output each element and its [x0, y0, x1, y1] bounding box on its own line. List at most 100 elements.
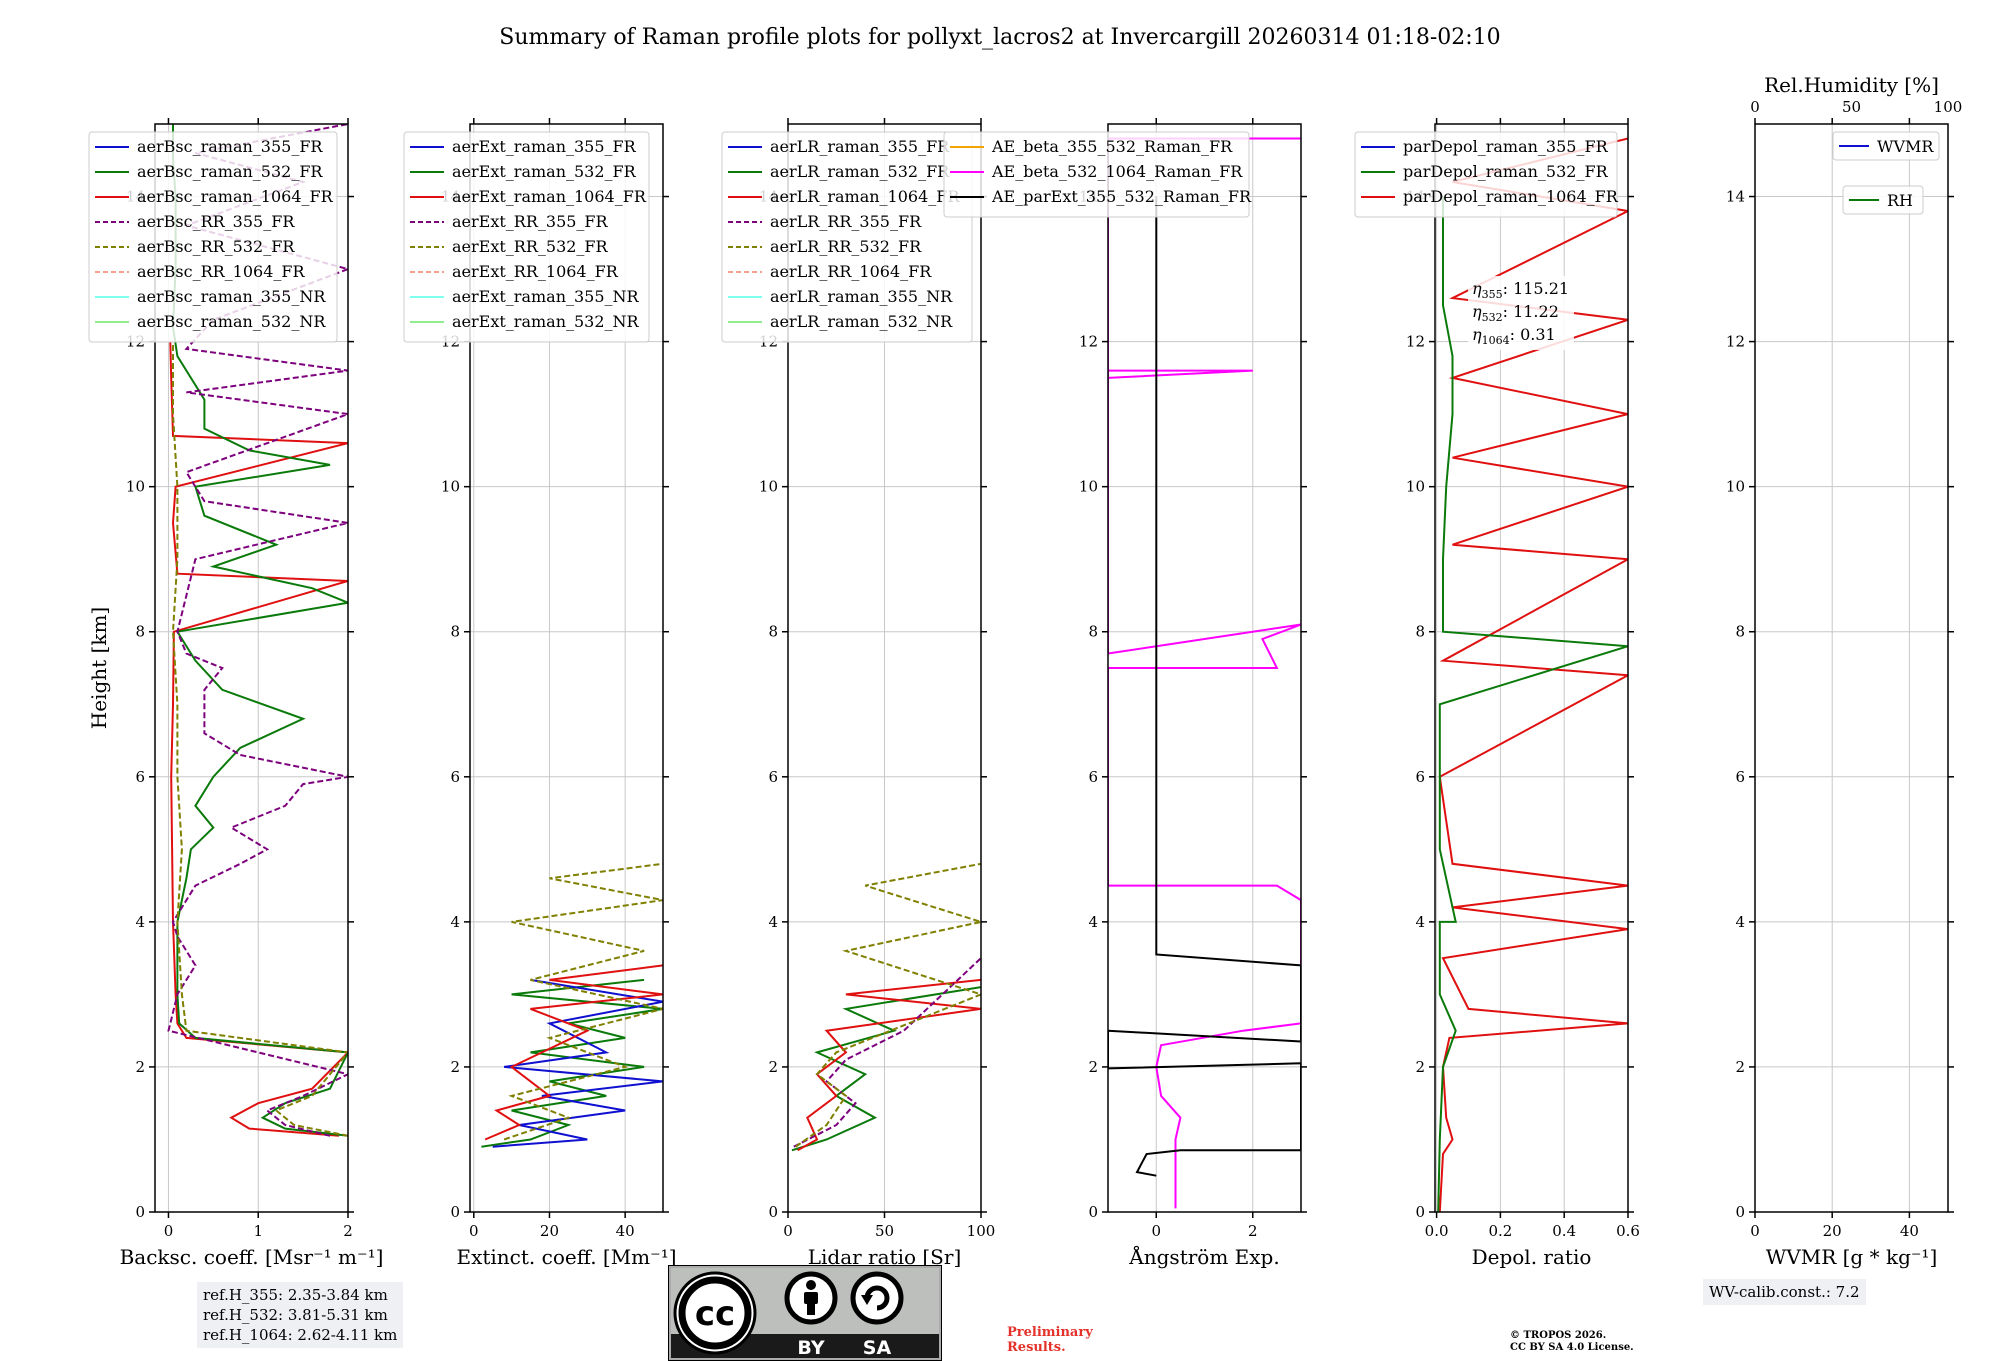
y-tick-label: 4: [450, 913, 460, 931]
panel-extinction: 0204002468101214Extinct. coeff. [Mm⁻¹]ae…: [403, 118, 677, 1269]
eta-value: : 11.22: [1503, 302, 1559, 321]
x-tick-label: 0: [164, 1222, 174, 1240]
y-tick-label: 6: [135, 768, 145, 786]
legend-label: aerLR_RR_532_FR: [770, 237, 922, 256]
y-tick-label: 4: [1735, 913, 1745, 931]
y-tick-label: 0: [1415, 1203, 1425, 1221]
legend-box: [1842, 185, 1924, 215]
y-tick-label: 2: [1088, 1058, 1098, 1076]
y-tick-label: 2: [1415, 1058, 1425, 1076]
legend-box: [1354, 131, 1618, 218]
x-tick-label: 20: [540, 1222, 559, 1240]
legend-label: aerLR_RR_1064_FR: [770, 262, 932, 281]
legend: aerExt_raman_355_FR aerExt_raman_532_FRae…: [403, 131, 650, 343]
x-tick-label: 0: [783, 1222, 793, 1240]
series-line-aerBsc_RR_532_FR: [171, 341, 348, 1137]
x-tick-label: 100: [967, 1222, 996, 1240]
legend-label: aerLR_raman_1064_FR: [770, 187, 960, 206]
series-line-aerLR_RR_355_FR: [793, 957, 981, 1148]
y-tick-label: 12: [1079, 333, 1098, 351]
eta-subscript: 532: [1482, 311, 1503, 324]
y-tick-label: 0: [768, 1203, 778, 1221]
x-axis-label: Backsc. coeff. [Msr⁻¹ m⁻¹]: [120, 1245, 384, 1269]
legend: parDepol_raman_355_FR parDepol_raman_532_…: [1354, 131, 1619, 218]
x-tick-label: 2: [343, 1222, 353, 1240]
eta-symbol: η: [1472, 279, 1482, 298]
y-tick-label: 8: [768, 623, 778, 641]
panel-backscatter: 01202468101214Backsc. coeff. [Msr⁻¹ m⁻¹]…: [88, 118, 384, 1269]
axes-frame: [1107, 123, 1302, 1213]
series-line-aerBsc_raman_1064_FR: [169, 341, 348, 1137]
eta-symbol: η: [1472, 325, 1482, 344]
series-group: [481, 862, 663, 1148]
eta-annotation-355: η355: 115.21: [1472, 279, 1569, 301]
panel-depol: 0.00.20.40.602468101214Depol. ratioparDe…: [1354, 118, 1640, 1269]
y-tick-label: 8: [1415, 623, 1425, 641]
legend-label: aerExt_RR_532_FR: [452, 237, 609, 256]
y-tick-label: 2: [1735, 1058, 1745, 1076]
x-axis-label: Extinct. coeff. [Mm⁻¹]: [456, 1245, 676, 1269]
y-tick-label: 4: [135, 913, 145, 931]
series-line-aerLR_RR_532_FR: [795, 862, 981, 1148]
legend-label: AE_beta_355_532_Raman_FR: [991, 137, 1233, 156]
ref-height-1064: ref.H_1064: 2.62-4.11 km: [203, 1326, 398, 1344]
y-tick-label: 12: [1726, 333, 1745, 351]
x-tick-label: 40: [616, 1222, 635, 1240]
legend-label: AE_beta_532_1064_Raman_FR: [991, 162, 1243, 181]
x-axis-label: Depol. ratio: [1472, 1245, 1592, 1269]
legend-box: [943, 131, 1250, 218]
legend: aerLR_raman_355_FR aerLR_raman_532_FR aerL…: [721, 131, 973, 343]
legend-box: [88, 131, 338, 343]
axes-frame: [1754, 123, 1949, 1213]
y-tick-label: 4: [1088, 913, 1098, 931]
legend-label: aerExt_raman_355_NR: [452, 287, 640, 306]
copyright-line-2: CC BY SA 4.0 License.: [1510, 1342, 1634, 1353]
y-tick-label: 6: [1735, 768, 1745, 786]
y-tick-label: 2: [768, 1058, 778, 1076]
x-tick-label: 0.0: [1425, 1222, 1449, 1240]
legend-label: aerBsc_raman_532_FR: [137, 162, 323, 181]
x-tick-label: 40: [1900, 1222, 1919, 1240]
y-tick-label: 0: [1735, 1203, 1745, 1221]
legend-label: AE_parExt_355_532_Raman_FR: [991, 187, 1252, 206]
cc-by-sa-badge: cc BY SA: [668, 1265, 942, 1361]
axes-frame: [1434, 123, 1629, 1213]
series-line-aerExt_RR_532_FR: [503, 862, 663, 1141]
y-tick-label: 10: [1079, 478, 1098, 496]
eta-annotation-1064: η1064: 0.31: [1472, 325, 1556, 347]
y-tick-label: 10: [1726, 478, 1745, 496]
series-group: [167, 124, 348, 1137]
x-axis-label: Ångström Exp.: [1128, 1244, 1279, 1269]
x-tick-label: 1: [253, 1222, 263, 1240]
legend-label: aerBsc_raman_532_NR: [137, 312, 326, 331]
x-tick-label: 0: [1151, 1222, 1161, 1240]
series-group: [1108, 137, 1301, 1209]
x-tick-label: 0: [1750, 1222, 1760, 1240]
y-tick-label: 12: [1406, 333, 1425, 351]
series-line-aerExt_raman_1064_FR: [484, 964, 663, 1141]
axes-frame: [469, 123, 664, 1213]
series-line-parDepol_raman_532_FR: [1437, 196, 1628, 1212]
copyright-line-1: © TROPOS 2026.: [1510, 1330, 1607, 1341]
legend-box: [721, 131, 973, 343]
series-line-aerBsc_raman_532_FR: [171, 124, 348, 1137]
top-x-axis-label: Rel.Humidity [%]: [1764, 73, 1939, 97]
copyright-note: © TROPOS 2026. CC BY SA 4.0 License.: [1510, 1330, 1634, 1354]
y-tick-label: 10: [441, 478, 460, 496]
series-line-aerExt_raman_355_FR: [492, 978, 663, 1148]
y-tick-label: 0: [1088, 1203, 1098, 1221]
x-tick-label: 0.6: [1616, 1222, 1640, 1240]
legend-label: aerExt_raman_355_FR: [452, 137, 637, 156]
preliminary-results: Preliminary Results.: [1007, 1325, 1093, 1355]
series-line-aerBsc_RR_355_FR: [167, 124, 348, 1137]
axes-frame: [154, 123, 349, 1213]
top-x-tick-label: 50: [1842, 98, 1861, 116]
panel-lidar_ratio: 05010002468101214Lidar ratio [Sr]aerLR_r…: [721, 118, 996, 1269]
panel-angstrom: 0202468101214Ångström Exp.AE_beta_355_53…: [943, 118, 1307, 1269]
ref-heights-note: ref.H_355: 2.35-3.84 km ref.H_532: 3.81-…: [197, 1282, 404, 1348]
y-tick-label: 8: [1735, 623, 1745, 641]
preliminary-line-1: Preliminary: [1007, 1325, 1093, 1340]
eta-symbol: η: [1472, 302, 1482, 321]
x-tick-label: 20: [1823, 1222, 1842, 1240]
legend: WVMR RH: [1832, 131, 1940, 215]
